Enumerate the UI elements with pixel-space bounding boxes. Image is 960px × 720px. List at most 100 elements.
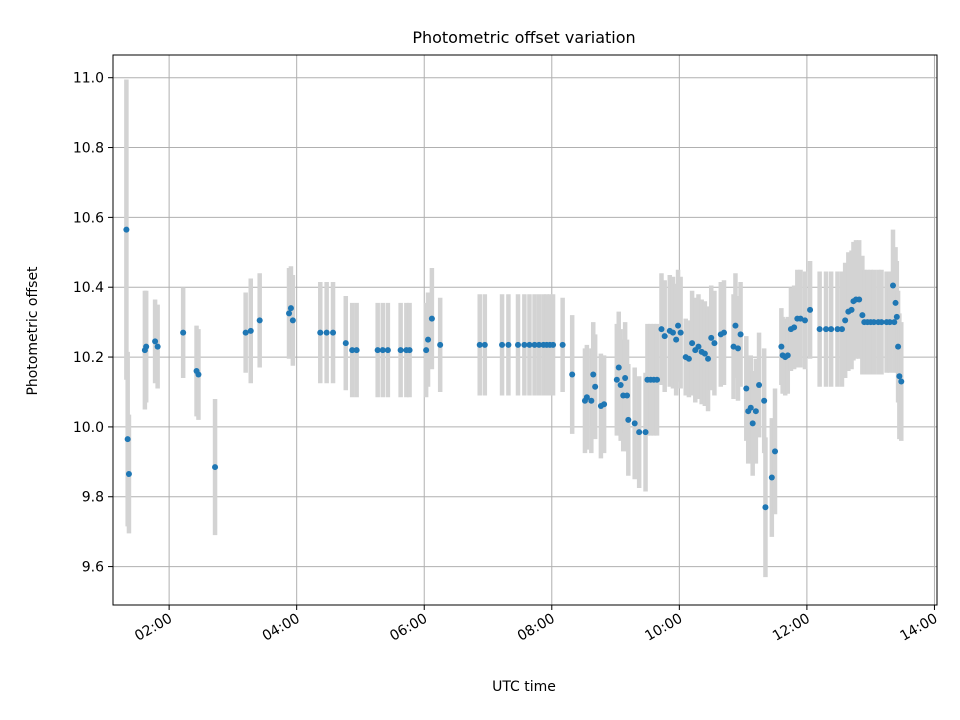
data-point <box>856 296 863 303</box>
data-point <box>406 347 413 354</box>
data-points <box>123 226 905 511</box>
data-point <box>891 319 898 326</box>
data-point <box>685 355 692 362</box>
data-point <box>778 343 785 350</box>
x-axis-ticks: 02:00 04:00 06:00 08:00 10:00 12:00 14:00 <box>132 605 940 645</box>
data-point <box>247 327 254 334</box>
data-point <box>330 329 337 336</box>
data-point <box>675 322 682 329</box>
data-point <box>828 326 835 333</box>
data-point <box>834 326 841 333</box>
data-point <box>123 226 130 233</box>
data-point <box>720 329 727 336</box>
data-point <box>622 375 629 382</box>
x-tick-label: 02:00 <box>132 611 175 645</box>
data-point <box>708 334 715 341</box>
errorbars <box>124 79 904 578</box>
data-point <box>143 343 150 350</box>
data-point <box>425 336 432 343</box>
data-point <box>617 382 624 388</box>
data-point <box>654 376 661 383</box>
data-point <box>761 397 768 404</box>
data-point <box>886 319 893 326</box>
data-point <box>624 392 631 399</box>
data-point <box>317 329 324 336</box>
data-point <box>749 420 756 427</box>
data-point <box>768 474 775 481</box>
data-point <box>842 317 849 324</box>
data-point <box>784 352 791 359</box>
x-axis-label: UTC time <box>492 679 556 695</box>
plot-area-frame <box>112 54 938 606</box>
data-point <box>701 350 708 357</box>
data-point <box>583 394 590 401</box>
data-point <box>152 338 159 345</box>
data-point <box>747 404 754 411</box>
data-point <box>732 322 739 329</box>
data-point <box>762 504 769 511</box>
data-point <box>625 416 632 423</box>
data-point <box>476 341 483 348</box>
data-point <box>756 382 763 388</box>
data-point <box>349 347 356 354</box>
data-point <box>772 448 779 455</box>
data-point <box>242 329 249 336</box>
chart-title: Photometric offset variation <box>412 28 635 47</box>
data-point <box>289 317 296 324</box>
data-point <box>592 383 599 390</box>
data-point <box>590 371 597 378</box>
data-point <box>384 347 391 354</box>
y-tick-label: 10.2 <box>73 350 104 366</box>
y-tick-label: 9.8 <box>82 490 104 506</box>
data-point <box>481 341 488 348</box>
data-point <box>893 313 900 320</box>
data-point <box>212 464 219 471</box>
data-point <box>898 378 905 385</box>
data-point <box>514 341 521 348</box>
data-point <box>613 376 620 383</box>
data-point <box>526 341 533 348</box>
x-tick-label: 08:00 <box>515 611 558 645</box>
x-tick-label: 04:00 <box>260 611 303 645</box>
data-point <box>801 317 808 324</box>
data-point <box>428 315 435 322</box>
data-point <box>689 340 696 347</box>
data-point <box>669 329 676 336</box>
data-point <box>735 345 742 352</box>
y-axis-label: Photometric offset <box>25 266 41 396</box>
data-point <box>125 471 132 478</box>
x-tick-label: 12:00 <box>770 611 813 645</box>
data-point <box>353 347 360 354</box>
x-tick-label: 06:00 <box>387 611 430 645</box>
data-point <box>695 343 702 350</box>
data-point <box>661 333 668 340</box>
data-point <box>859 312 866 319</box>
data-point <box>743 385 750 392</box>
y-tick-label: 10.8 <box>73 141 104 157</box>
data-point <box>705 355 712 362</box>
data-point <box>752 408 759 415</box>
data-point <box>180 329 187 336</box>
data-point <box>889 282 896 289</box>
data-point <box>588 397 595 404</box>
data-point <box>536 341 543 348</box>
data-point <box>791 324 798 331</box>
data-point <box>154 343 161 350</box>
data-point <box>615 364 622 371</box>
data-point <box>286 310 293 317</box>
data-point <box>124 436 131 443</box>
data-point <box>870 319 877 326</box>
data-point <box>807 306 814 313</box>
data-point <box>838 326 845 333</box>
data-point <box>531 341 538 348</box>
data-point <box>323 329 330 336</box>
data-point <box>569 371 576 378</box>
data-point <box>636 429 643 436</box>
y-tick-label: 10.4 <box>73 280 104 296</box>
y-tick-label: 11.0 <box>73 71 104 87</box>
data-point <box>631 420 638 427</box>
data-point <box>342 340 349 347</box>
data-point <box>521 341 528 348</box>
data-point <box>195 371 202 378</box>
data-point <box>499 341 506 348</box>
